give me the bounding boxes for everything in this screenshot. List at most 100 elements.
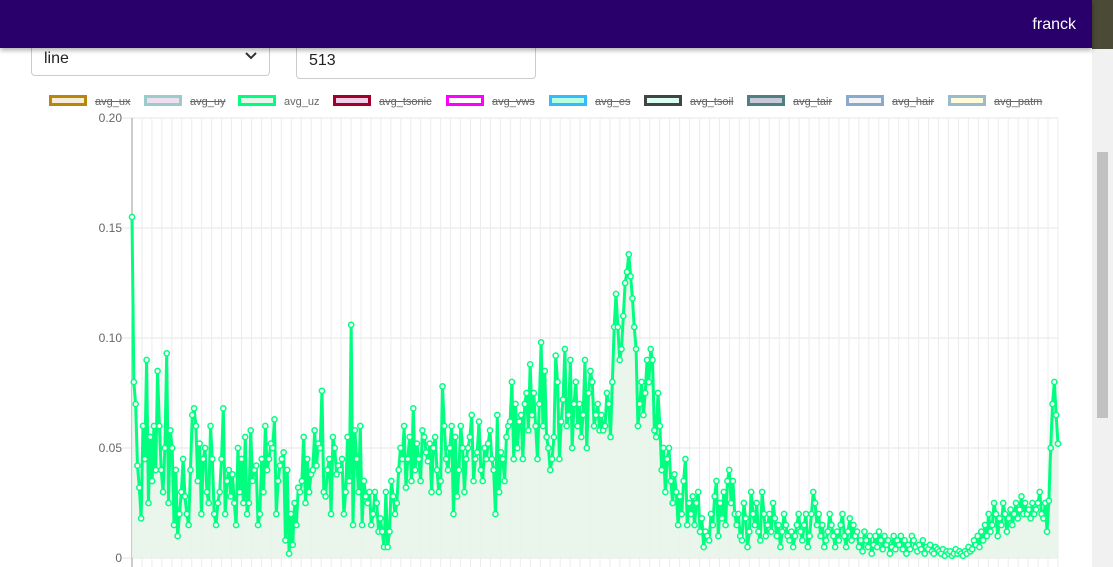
data-point [1029, 499, 1036, 507]
data-point [901, 537, 908, 544]
data-point [514, 444, 521, 452]
data-point [355, 488, 362, 496]
data-point [985, 510, 992, 518]
data-point [968, 545, 976, 553]
data-point [415, 455, 423, 463]
data-point [265, 455, 273, 463]
data-point [585, 389, 592, 397]
data-point [627, 273, 634, 280]
data-point [400, 422, 408, 430]
data-point [720, 488, 728, 496]
data-point [389, 493, 397, 500]
data-point [897, 532, 905, 540]
data-point [501, 477, 508, 485]
data-point [718, 515, 726, 522]
data-point [229, 471, 236, 478]
data-point [512, 400, 519, 408]
data-point [214, 499, 222, 507]
data-point [797, 528, 804, 535]
data-point [829, 532, 837, 540]
data-point [535, 400, 543, 408]
chart-type-value: line [44, 50, 69, 67]
data-point [227, 493, 234, 500]
data-point [261, 422, 269, 430]
data-point [223, 477, 231, 485]
legend-label: avg_patm [994, 96, 1043, 108]
data-point [470, 477, 477, 485]
data-point [899, 545, 907, 553]
data-point [601, 422, 609, 430]
data-point [678, 510, 686, 518]
data-point [510, 455, 518, 463]
data-point [581, 356, 589, 364]
data-point [493, 411, 501, 419]
y-tick-label: 0.10 [99, 331, 123, 345]
chevron-down-icon [245, 52, 257, 60]
data-point [910, 537, 918, 544]
data-point [419, 427, 426, 434]
data-point [725, 466, 733, 474]
data-point [996, 515, 1003, 522]
data-point [393, 499, 401, 507]
data-point [766, 510, 773, 518]
data-point [207, 422, 214, 430]
scrollbar-thumb[interactable] [1097, 152, 1108, 418]
window-edge-texture [1092, 0, 1113, 49]
data-point [999, 499, 1007, 507]
data-point [422, 449, 430, 456]
data-point [1040, 515, 1047, 522]
data-point [649, 356, 656, 364]
data-point [523, 389, 530, 397]
data-point [150, 422, 158, 430]
data-point [663, 455, 671, 463]
data-point [906, 545, 914, 553]
data-point [1050, 378, 1058, 386]
y-tick-label: 0.20 [99, 111, 123, 125]
data-point [842, 543, 850, 551]
data-point [660, 444, 667, 452]
data-point [824, 528, 832, 535]
data-point [530, 389, 538, 397]
data-point [296, 488, 304, 496]
data-point [563, 422, 571, 430]
data-point [283, 466, 291, 474]
data-point [817, 532, 824, 540]
data-point [442, 455, 450, 463]
data-point [249, 477, 256, 485]
data-point [177, 488, 185, 496]
legend-swatch [333, 95, 371, 106]
data-point [313, 462, 320, 469]
data-point [565, 411, 572, 419]
data-point [780, 510, 788, 518]
data-point [742, 515, 750, 522]
data-point [733, 521, 740, 529]
data-point [872, 532, 879, 540]
data-point [616, 356, 624, 364]
data-point [861, 528, 868, 535]
data-point [256, 510, 264, 518]
data-point [409, 405, 417, 412]
data-point [305, 488, 313, 496]
data-point [645, 378, 653, 386]
data-point [881, 532, 888, 540]
data-point [543, 433, 550, 441]
legend-swatch [644, 95, 682, 106]
data-point [245, 499, 253, 507]
data-point [324, 466, 331, 474]
data-point [735, 510, 742, 518]
user-name[interactable]: franck [1032, 16, 1076, 33]
data-point [875, 528, 883, 535]
data-point [234, 444, 242, 452]
data-point [764, 521, 771, 529]
data-point [815, 510, 823, 518]
data-point [159, 488, 167, 496]
data-point [1005, 515, 1013, 522]
legend-label: avg_hair [892, 96, 935, 108]
data-point [1008, 521, 1016, 529]
legend-label: avg_tair [793, 96, 833, 108]
data-point [300, 433, 308, 441]
data-point [194, 477, 202, 485]
legend-label: avg_tsonic [379, 96, 432, 108]
data-point [503, 433, 510, 441]
data-point [979, 537, 987, 544]
